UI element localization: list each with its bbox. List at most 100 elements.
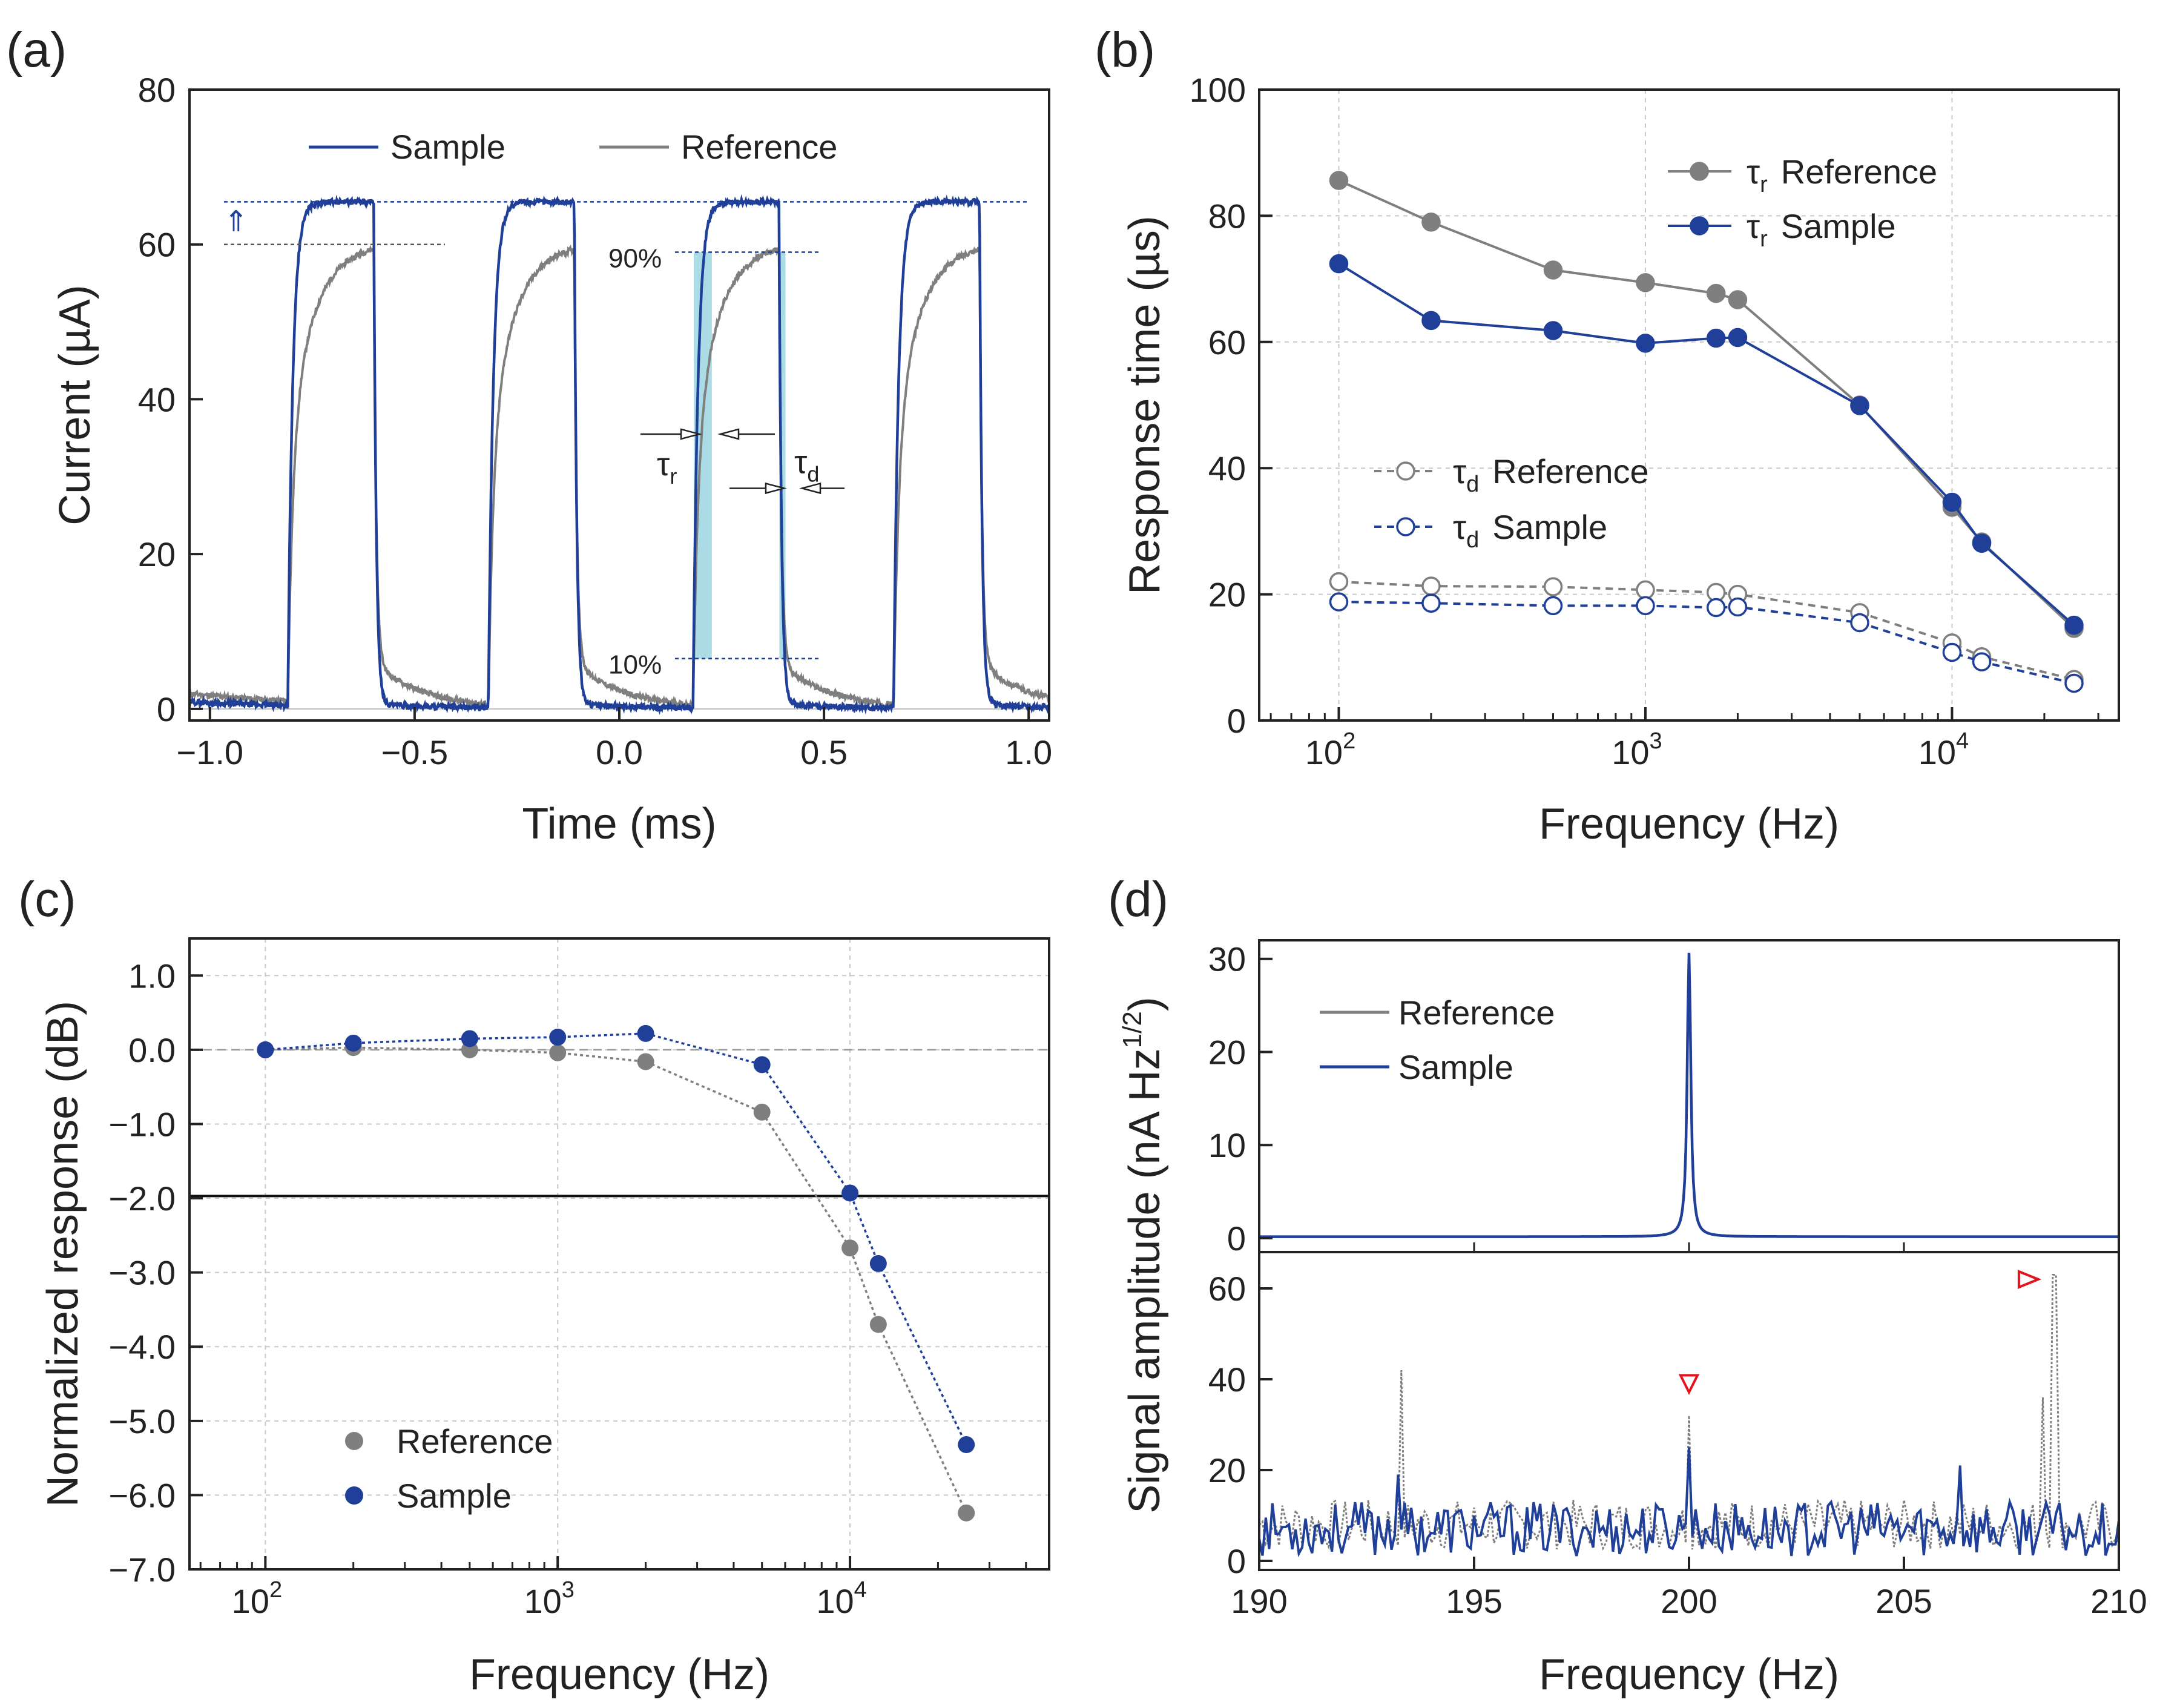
b-point — [1421, 311, 1441, 331]
c-point — [637, 1053, 654, 1070]
c-xtick-exp: 2 — [269, 1577, 282, 1603]
c-point — [637, 1024, 654, 1042]
b-legend-name: Reference — [1492, 452, 1648, 490]
panel-d-signal-amplitude: 190 195 200 205 210 0 10 20 30 0 20 40 60 Frequency … — [1118, 939, 2147, 1699]
panel-d-ylabel-tail: ) — [1121, 997, 1169, 1011]
panel-a-ylabel-mu: µ — [51, 328, 99, 353]
b-xtick-exp: 3 — [1650, 728, 1662, 754]
a-rise-arrow-left-head — [680, 428, 702, 440]
c-legend-label: Reference — [397, 1422, 553, 1460]
c-ytick-label: 1.0 — [128, 957, 176, 995]
a-90-label: 90% — [608, 243, 662, 273]
a-decay-time-band — [779, 252, 786, 659]
panel-d-ylabel: Signal amplitude (nA Hz1/2) — [1118, 997, 1169, 1514]
b-ytick-label: 20 — [1208, 576, 1246, 614]
b-point — [1636, 596, 1655, 616]
b-point — [1421, 593, 1441, 613]
b-series-line-2 — [1338, 580, 2075, 681]
b-point — [1543, 321, 1563, 340]
b-ytick-label: 80 — [1208, 197, 1246, 235]
b-point — [1543, 260, 1563, 280]
a-ytick-label: 0 — [157, 690, 176, 728]
b-xtick-label: 103 — [1612, 728, 1662, 771]
d-bottom-ytick-label: 40 — [1208, 1360, 1246, 1399]
b-legend-name: Sample — [1492, 508, 1607, 546]
c-point — [549, 1029, 567, 1046]
a-tau-d-label: τd — [794, 444, 819, 486]
d-top-ytick-label: 0 — [1227, 1219, 1246, 1258]
c-xtick-exp: 4 — [854, 1577, 867, 1603]
d-xtick-label: 210 — [2090, 1582, 2147, 1620]
a-ytick-label: 80 — [138, 71, 176, 109]
panel-c-frame — [188, 937, 1050, 1571]
c-ytick-label: −6.0 — [108, 1476, 176, 1514]
c-ytick-label: −1.0 — [108, 1105, 176, 1143]
c-point — [344, 1034, 362, 1052]
c-legend-label: Sample — [397, 1477, 512, 1515]
b-point — [1728, 290, 1748, 309]
c-point — [753, 1103, 771, 1121]
b-legend-name: Sample — [1781, 207, 1896, 245]
a-xtick-label: −0.5 — [381, 733, 449, 771]
d-top-ytick-label: 20 — [1208, 1033, 1246, 1071]
c-xtick-exp: 3 — [562, 1577, 575, 1603]
c-point — [958, 1436, 975, 1454]
b-point — [1421, 576, 1441, 596]
d-xtick-label: 200 — [1661, 1582, 1717, 1620]
b-xtick-label: 104 — [1918, 728, 1969, 771]
legend-a-reference-label: Reference — [681, 128, 837, 166]
a-10-label: 10% — [608, 650, 662, 680]
panel-a-current-time: ⇑ 90% 10% τr τd −1.0 −0.5 0.0 0.5 1.0 0 20 40 60 80 T… — [51, 71, 1052, 848]
a-sample-trace — [189, 194, 1049, 716]
c-point — [461, 1030, 478, 1047]
b-point — [2064, 615, 2084, 635]
b-point — [2064, 673, 2084, 693]
b-series-line-0 — [1338, 179, 2075, 630]
panel-a-ylabel-main: Current ( — [51, 354, 99, 526]
panel-b-response-time: 102 103 104 0 20 40 60 80 100 Frequency (Hz) Res… — [1121, 71, 2120, 848]
b-point — [1636, 334, 1655, 353]
b-point — [1329, 254, 1349, 274]
a-xtick-label: −1.0 — [177, 733, 244, 771]
d-bottom-ytick-label: 20 — [1208, 1451, 1246, 1489]
b-point — [1543, 596, 1563, 616]
a-tau-d-sub: d — [807, 461, 819, 486]
b-point — [1329, 572, 1349, 592]
d-xtick-label: 190 — [1231, 1582, 1287, 1620]
d-xtick-label: 195 — [1446, 1582, 1502, 1620]
panel-label-c: (c) — [18, 872, 76, 927]
a-xtick-label: 0.0 — [596, 733, 643, 771]
panel-a-frame — [188, 88, 1050, 722]
b-legend-label: τd Reference — [1453, 452, 1649, 497]
b-legend-label: τr Sample — [1747, 207, 1896, 252]
d-triangle-marker — [2017, 1270, 2042, 1289]
b-ytick-label: 60 — [1208, 323, 1246, 361]
legend-d-reference-label: Reference — [1398, 994, 1555, 1032]
b-legend-marker — [1690, 216, 1709, 236]
b-point — [1728, 328, 1748, 348]
b-legend-sub: r — [1760, 226, 1768, 252]
c-point — [753, 1056, 771, 1073]
b-legend-label: τr Reference — [1747, 153, 1937, 197]
a-level-up-arrow: ⇑ — [224, 206, 248, 238]
c-legend-marker — [345, 1486, 363, 1505]
c-point — [958, 1504, 975, 1522]
panel-c-normalized-response: 102 103 104 1.0 0.0 −1.0 −2.0 −3.0 −4.0 −5.0 −6.0 −… — [39, 937, 1050, 1699]
d-bottom-reference-trace — [1259, 1274, 2119, 1551]
panel-b-xlabel: Frequency (Hz) — [1539, 800, 1839, 848]
b-point — [1942, 642, 1962, 662]
d-top-sample-trace — [1259, 952, 2119, 1238]
c-xtick-label: 104 — [816, 1577, 866, 1620]
c-point — [869, 1316, 887, 1333]
panel-d-ylabel-sup: 1/2 — [1118, 1011, 1147, 1048]
b-ytick-label: 100 — [1190, 71, 1246, 109]
c-point — [257, 1041, 274, 1058]
b-ytick-label: 0 — [1227, 702, 1246, 740]
legend-d-sample-label: Sample — [1398, 1048, 1513, 1086]
b-point — [1942, 492, 1962, 512]
c-point — [841, 1239, 859, 1257]
panel-d-ylabel-main: Signal amplitude (nA Hz — [1121, 1048, 1169, 1513]
panel-label-d: (d) — [1108, 872, 1168, 927]
c-ytick-label: −5.0 — [108, 1402, 176, 1440]
c-xtick-label: 102 — [232, 1577, 282, 1620]
